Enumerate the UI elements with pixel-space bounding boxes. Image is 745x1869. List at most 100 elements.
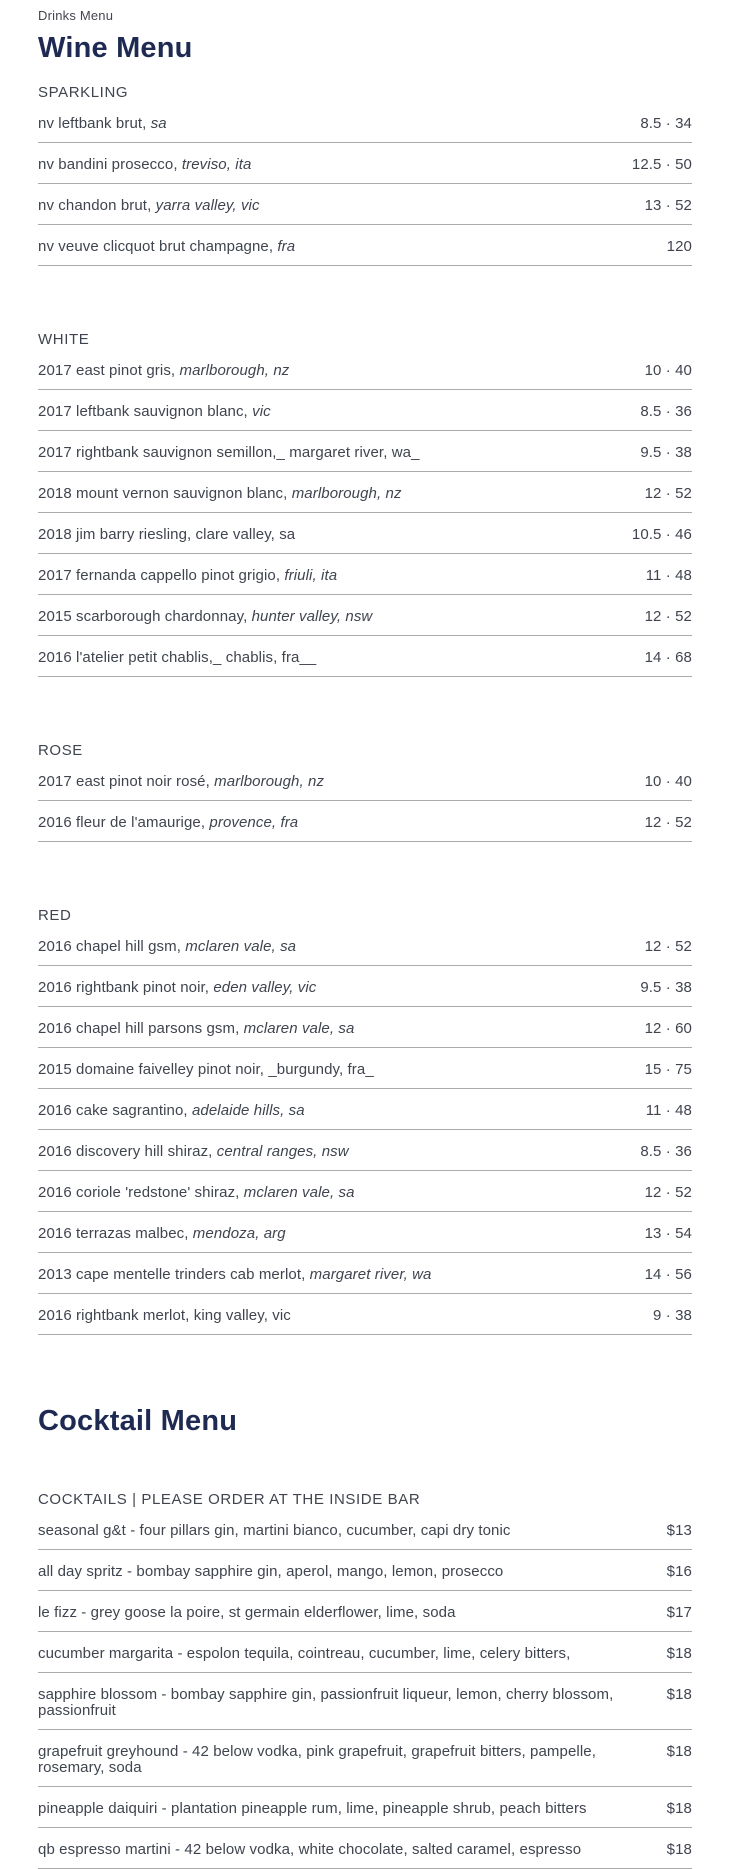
item-name: 2017 east pinot gris, marlborough, nz — [38, 362, 290, 379]
menu-item-row: grapefruit greyhound - 42 below vodka, p… — [38, 1730, 692, 1787]
item-region: marlborough, nz — [179, 362, 290, 379]
menu-item-row: 2017 leftbank sauvignon blanc, vic 8.5 · … — [38, 390, 692, 431]
item-name: 2017 east pinot noir rosé, marlborough, … — [38, 773, 325, 790]
menu-item-row: le fizz - grey goose la poire, st germai… — [38, 1591, 692, 1632]
menu-section: RED 2016 chapel hill gsm, mclaren vale, s… — [38, 907, 692, 1335]
item-name: 2015 scarborough chardonnay, hunter vall… — [38, 608, 373, 625]
item-name: pineapple daiquiri - plantation pineappl… — [38, 1800, 587, 1817]
item-price: 12 · 60 — [644, 1020, 692, 1037]
cocktail-menu-title: Cocktail Menu — [38, 1405, 238, 1437]
menu-item-row: 2013 cape mentelle trinders cab merlot, … — [38, 1253, 692, 1294]
item-name: 2016 rightbank merlot, king valley, vic — [38, 1307, 291, 1324]
menu-item-row: nv veuve clicquot brut champagne, fra 120 — [38, 225, 692, 266]
menu-item-row: 2015 domaine faivelley pinot noir, _burg… — [38, 1048, 692, 1089]
item-region: margaret river, wa — [309, 1266, 432, 1283]
item-name: 2017 leftbank sauvignon blanc, vic — [38, 403, 271, 420]
item-name: 2016 chapel hill parsons gsm, mclaren va… — [38, 1020, 355, 1037]
item-region: sa — [150, 115, 167, 132]
item-name: 2016 chapel hill gsm, mclaren vale, sa — [38, 938, 297, 955]
item-price: $18 — [666, 1645, 692, 1662]
cocktail-menu: Cocktail Menu COCKTAILS | PLEASE ORDER AT… — [38, 1404, 692, 1869]
item-price: 12 · 52 — [644, 938, 692, 955]
section-header: WHITE — [38, 331, 90, 348]
item-region: vic — [252, 403, 271, 420]
item-price: $18 — [666, 1800, 692, 1817]
item-name: 2016 fleur de l'amaurige, provence, fra — [38, 814, 299, 831]
item-region: hunter valley, nsw — [251, 608, 373, 625]
menu-item-row: pineapple daiquiri - plantation pineappl… — [38, 1787, 692, 1828]
section-header: RED — [38, 907, 72, 924]
item-price: 11 · 48 — [645, 567, 692, 584]
menu-item-row: cucumber margarita - espolon tequila, co… — [38, 1632, 692, 1673]
item-price: 8.5 · 36 — [640, 1143, 692, 1160]
menu-item-row: 2016 rightbank pinot noir, eden valley, … — [38, 966, 692, 1007]
menu-item-row: 2016 coriole 'redstone' shiraz, mclaren … — [38, 1171, 692, 1212]
item-price: 13 · 54 — [644, 1225, 692, 1242]
menu-item-row: 2016 discovery hill shiraz, central rang… — [38, 1130, 692, 1171]
item-name: 2016 terrazas malbec, mendoza, arg — [38, 1225, 286, 1242]
item-price: $18 — [666, 1841, 692, 1858]
item-price: 12 · 52 — [644, 485, 692, 502]
menu-item-row: seasonal g&t - four pillars gin, martini… — [38, 1509, 692, 1550]
item-region: marlborough, nz — [214, 773, 325, 790]
wine-menu-title: Wine Menu — [38, 32, 193, 64]
menu-section: ROSE 2017 east pinot noir rosé, marlborou… — [38, 742, 692, 842]
item-region: mclaren vale, sa — [243, 1020, 355, 1037]
item-name: nv leftbank brut, sa — [38, 115, 167, 132]
item-region: treviso, ita — [181, 156, 252, 173]
item-price: 14 · 68 — [644, 649, 692, 666]
item-name: all day spritz - bombay sapphire gin, ap… — [38, 1563, 504, 1580]
item-name: 2016 rightbank pinot noir, eden valley, … — [38, 979, 317, 996]
item-price: $18 — [666, 1743, 692, 1760]
item-name: sapphire blossom - bombay sapphire gin, … — [38, 1686, 614, 1719]
item-price: 10 · 40 — [644, 362, 692, 379]
item-region: mclaren vale, sa — [185, 938, 297, 955]
item-name: 2018 jim barry riesling, clare valley, s… — [38, 526, 296, 543]
item-price: 12.5 · 50 — [631, 156, 692, 173]
menu-item-row: nv chandon brut, yarra valley, vic 13 · 5… — [38, 184, 692, 225]
item-name: grapefruit greyhound - 42 below vodka, p… — [38, 1743, 596, 1776]
item-price: 12 · 52 — [644, 608, 692, 625]
item-name: 2015 domaine faivelley pinot noir, _burg… — [38, 1061, 374, 1078]
item-price: 9.5 · 38 — [640, 444, 692, 461]
item-price: 10 · 40 — [644, 773, 692, 790]
item-name: 2016 discovery hill shiraz, central rang… — [38, 1143, 349, 1160]
section-header: SPARKLING — [38, 84, 129, 101]
item-price: 9 · 38 — [653, 1307, 692, 1324]
menu-item-row: 2016 l'atelier petit chablis,_ chablis, … — [38, 636, 692, 677]
item-region: eden valley, vic — [213, 979, 317, 996]
menu-item-row: nv bandini prosecco, treviso, ita 12.5 · … — [38, 143, 692, 184]
item-price: 13 · 52 — [644, 197, 692, 214]
item-region: yarra valley, vic — [155, 197, 260, 214]
item-region: friuli, ita — [284, 567, 338, 584]
item-name: 2017 fernanda cappello pinot grigio, fri… — [38, 567, 338, 584]
item-name: qb espresso martini - 42 below vodka, wh… — [38, 1841, 582, 1858]
menu-item-row: 2016 chapel hill gsm, mclaren vale, sa 12… — [38, 925, 692, 966]
menu-item-row: 2016 fleur de l'amaurige, provence, fra 1… — [38, 801, 692, 842]
menu-item-row: 2015 scarborough chardonnay, hunter vall… — [38, 595, 692, 636]
item-name: nv bandini prosecco, treviso, ita — [38, 156, 252, 173]
item-price: 10.5 · 46 — [631, 526, 692, 543]
breadcrumb[interactable]: Drinks Menu — [38, 8, 114, 23]
item-price: $17 — [666, 1604, 692, 1621]
item-price: 8.5 · 36 — [640, 403, 692, 420]
item-price: 11 · 48 — [645, 1102, 692, 1119]
menu-item-row: sapphire blossom - bombay sapphire gin, … — [38, 1673, 692, 1730]
section-header: COCKTAILS | PLEASE ORDER AT THE INSIDE B… — [38, 1491, 421, 1508]
item-price: 12 · 52 — [644, 1184, 692, 1201]
menu-item-row: 2018 mount vernon sauvignon blanc, marlb… — [38, 472, 692, 513]
menu-item-row: 2017 fernanda cappello pinot grigio, fri… — [38, 554, 692, 595]
menu-item-row: 2016 cake sagrantino, adelaide hills, sa… — [38, 1089, 692, 1130]
item-price: 15 · 75 — [644, 1061, 692, 1078]
wine-menu: Wine Menu SPARKLING nv leftbank brut, sa 8.… — [38, 31, 692, 1335]
item-name: 2016 cake sagrantino, adelaide hills, sa — [38, 1102, 305, 1119]
item-price: 120 — [666, 238, 692, 255]
menus-container: Wine Menu SPARKLING nv leftbank brut, sa 8.… — [38, 31, 692, 1869]
item-name: 2016 coriole 'redstone' shiraz, mclaren … — [38, 1184, 355, 1201]
menu-item-row: 2016 rightbank merlot, king valley, vic 9… — [38, 1294, 692, 1335]
menu-section: WHITE 2017 east pinot gris, marlborough, … — [38, 331, 692, 677]
menu-item-row: nv leftbank brut, sa 8.5 · 34 — [38, 102, 692, 143]
item-region: marlborough, nz — [291, 485, 402, 502]
menu-section: SPARKLING nv leftbank brut, sa 8.5 · 34 nv … — [38, 84, 692, 266]
